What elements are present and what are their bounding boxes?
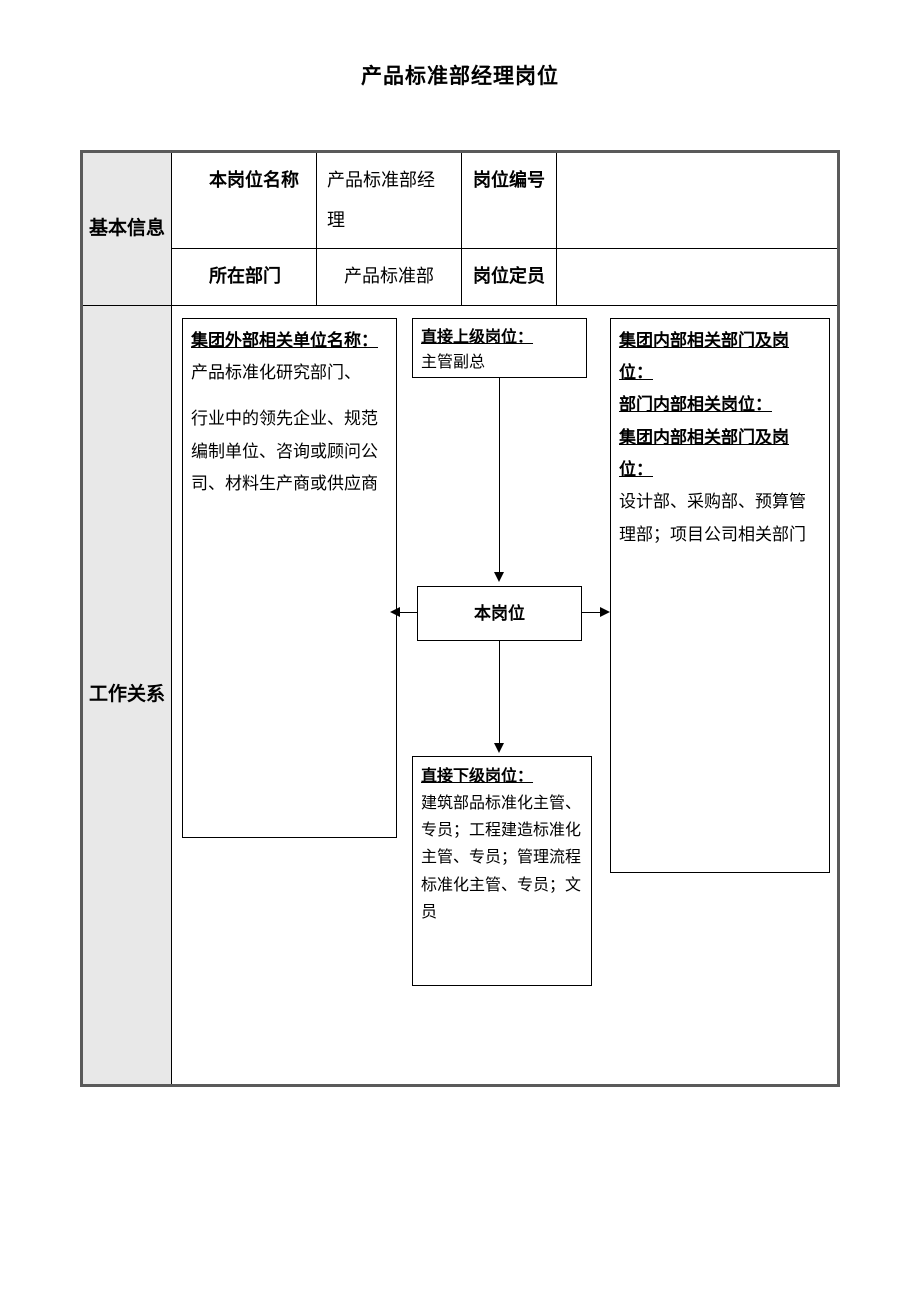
basic-info-head: 基本信息 [82,152,172,306]
external-units-body2: 行业中的领先企业、规范编制单位、咨询或顾问公司、材料生产商或供应商 [191,403,388,500]
internal-heading-2: 部门内部相关岗位： [619,389,821,421]
pos-name-value: 产品标准部经理 [317,152,462,249]
dept-value: 产品标准部 [317,249,462,306]
work-rel-diagram: 集团外部相关单位名称： 产品标准化研究部门、 行业中的领先企业、规范编制单位、咨… [172,305,839,1085]
page-title: 产品标准部经理岗位 [80,60,840,90]
quota-label: 岗位定员 [462,249,557,306]
internal-depts-box: 集团内部相关部门及岗位： 部门内部相关岗位： 集团内部相关部门及岗位： 设计部、… [610,318,830,873]
external-units-heading: 集团外部相关单位名称： [191,325,388,357]
arrow-left-icon [390,607,400,617]
external-units-box: 集团外部相关单位名称： 产品标准化研究部门、 行业中的领先企业、规范编制单位、咨… [182,318,397,838]
subordinate-body: 建筑部品标准化主管、专员；工程建造标准化主管、专员；管理流程标准化主管、专员；文… [421,795,581,921]
spacer [191,389,388,403]
superior-box: 直接上级岗位： 主管副总 [412,318,587,378]
external-units-body1: 产品标准化研究部门、 [191,357,388,389]
pos-code-label: 岗位编号 [462,152,557,249]
internal-body: 设计部、采购部、预算管理部；项目公司相关部门 [619,486,821,551]
this-position-box: 本岗位 [417,586,582,641]
work-rel-head: 工作关系 [82,305,172,1085]
internal-heading-1: 集团内部相关部门及岗位： [619,325,821,390]
arrow-line-left [399,612,417,613]
internal-heading-3: 集团内部相关部门及岗位： [619,422,821,487]
quota-value [557,249,839,306]
arrow-line-down-1 [499,378,500,578]
dept-label: 所在部门 [172,249,317,306]
superior-heading: 直接上级岗位： [421,329,533,346]
arrow-line-down-2 [499,641,500,749]
arrow-right-icon [600,607,610,617]
subordinate-heading: 直接下级岗位： [421,768,533,785]
pos-name-label: 本岗位名称 [172,152,317,249]
pos-code-value [557,152,839,249]
arrow-down-icon [494,743,504,753]
job-spec-table: 基本信息 本岗位名称 产品标准部经理 岗位编号 所在部门 产品标准部 岗位定员 … [80,150,840,1087]
arrow-line-right [582,612,602,613]
subordinate-box: 直接下级岗位： 建筑部品标准化主管、专员；工程建造标准化主管、专员；管理流程标准… [412,756,592,986]
superior-body: 主管副总 [421,354,485,371]
arrow-down-icon [494,572,504,582]
